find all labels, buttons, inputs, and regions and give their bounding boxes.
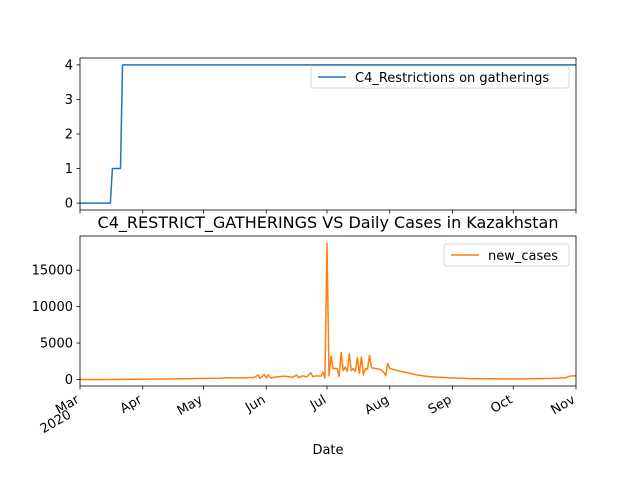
y-tick-label: 15000 xyxy=(32,264,73,279)
series-line-new-cases xyxy=(80,242,577,381)
chart-title: C4_RESTRICT_GATHERINGS VS Daily Cases in… xyxy=(98,213,559,233)
y-tick-label: 10000 xyxy=(32,300,73,315)
restrictions-legend-label: C4_Restrictions on gatherings xyxy=(355,71,549,86)
y-tick-label: 3 xyxy=(65,93,73,108)
cases-y-ticks: 0 5000 10000 15000 xyxy=(32,264,80,388)
restrictions-x-ticks xyxy=(79,210,577,214)
cases-legend: new_cases xyxy=(443,243,570,267)
restrictions-legend-box xyxy=(310,65,570,89)
x-tick-label: Jul xyxy=(307,392,329,413)
cases-axes-frame xyxy=(79,235,577,387)
y-tick-label: 5000 xyxy=(40,337,73,352)
y-tick-label: 0 xyxy=(65,197,73,212)
restrictions-y-ticks: 0 1 2 3 4 xyxy=(65,58,80,212)
x-axis-label: Date xyxy=(312,443,343,458)
y-tick-label: 1 xyxy=(65,162,73,177)
y-tick-label: 4 xyxy=(65,58,73,73)
series-line-c4-restrictions-on-gatherings xyxy=(80,64,576,204)
restrictions-plot-lines xyxy=(80,64,576,204)
restrictions-legend: C4_Restrictions on gatherings xyxy=(310,65,570,89)
y-tick-label: 0 xyxy=(65,373,73,388)
cases-legend-box xyxy=(443,243,570,267)
restrictions-axes: 0 1 2 3 4 C4_Restrictions on gatherings xyxy=(65,57,577,214)
cases-plot-lines xyxy=(80,242,577,381)
cases-legend-label: new_cases xyxy=(488,249,558,264)
y-tick-label: 2 xyxy=(65,128,73,143)
